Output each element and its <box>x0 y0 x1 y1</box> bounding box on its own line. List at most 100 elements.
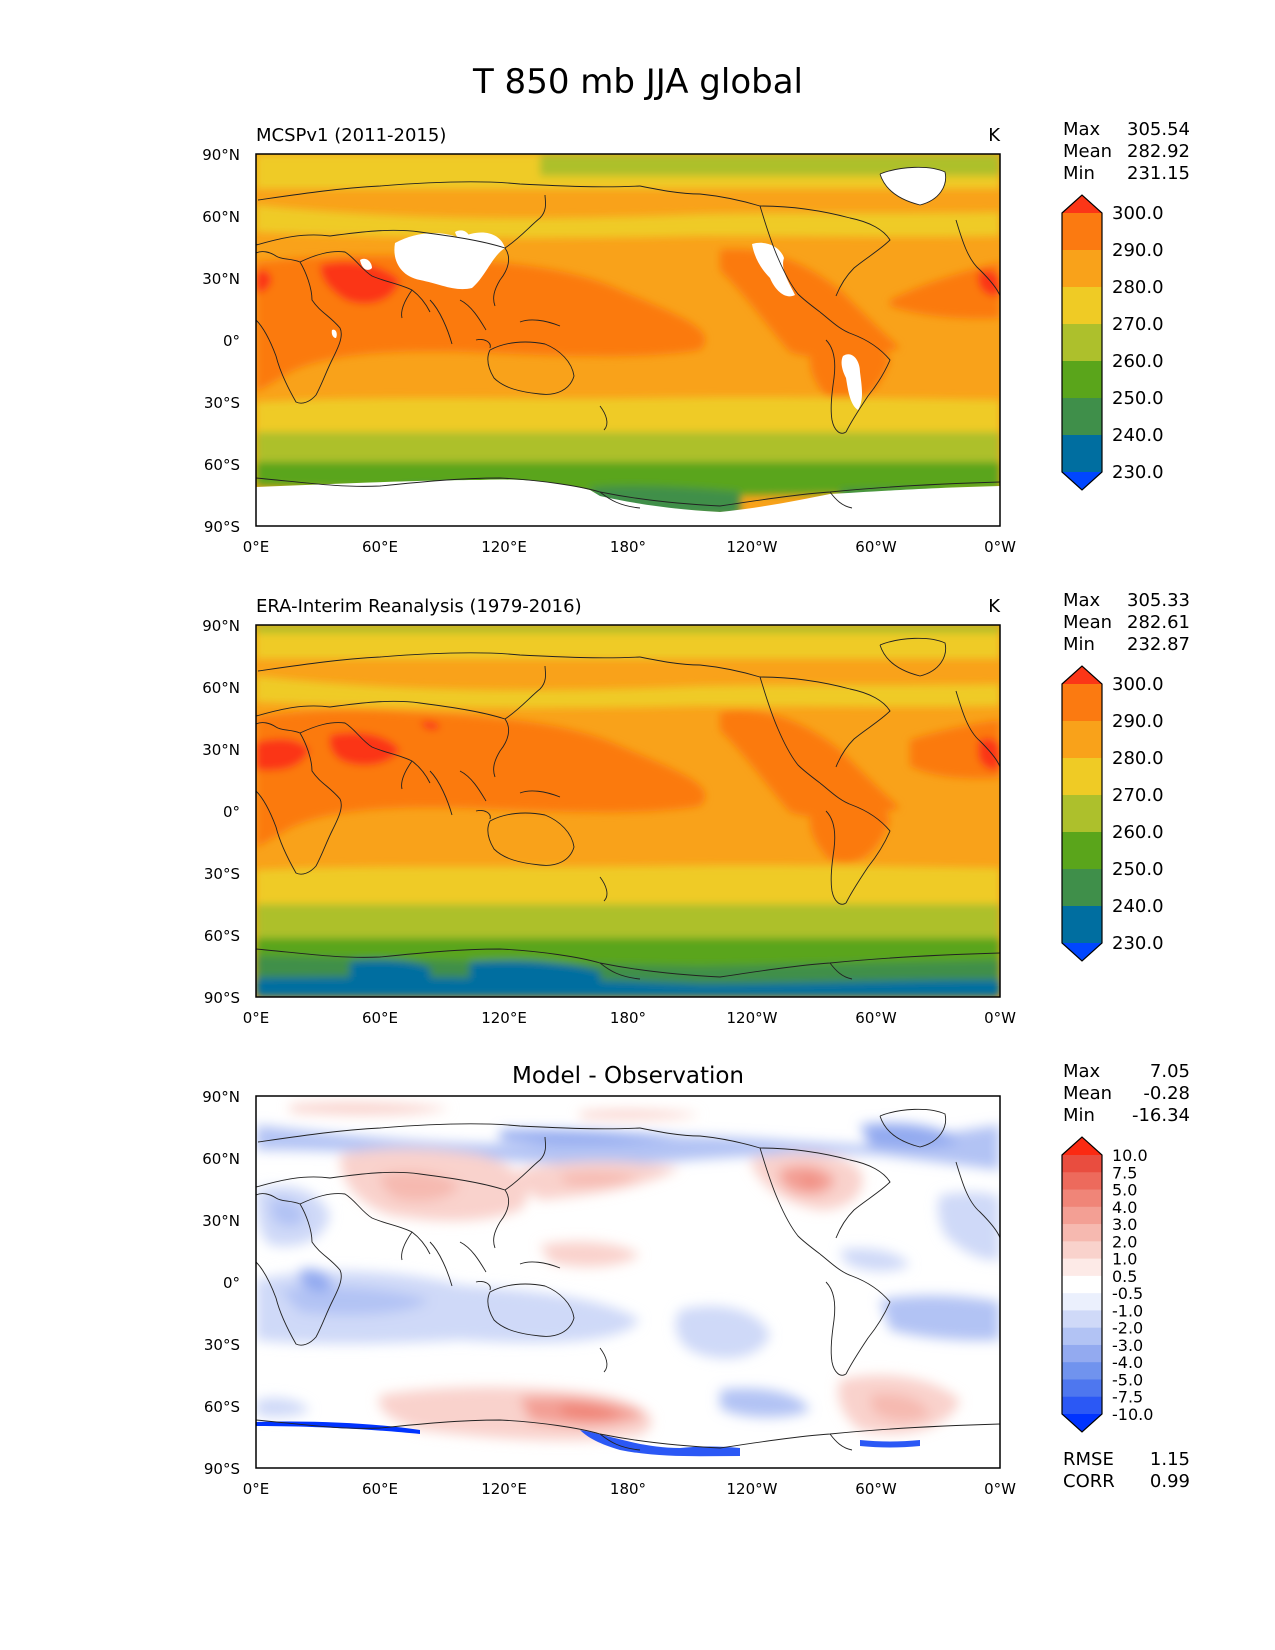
colorbar-extend-max <box>1062 1137 1102 1155</box>
colorbar-extend-min <box>1062 943 1102 961</box>
x-tick-label: 120°E <box>481 538 527 556</box>
x-tick-label: 60°E <box>362 1009 398 1027</box>
colorbar-segment <box>1062 1327 1102 1346</box>
colorbar-segment <box>1062 684 1102 722</box>
missing-data-model <box>256 167 1000 526</box>
y-tick-label: 60°S <box>204 1398 240 1416</box>
colorbar-tick-label: 290.0 <box>1112 711 1164 732</box>
colorbar-tick-label: 0.5 <box>1112 1267 1137 1286</box>
colorbar-tick-label: 300.0 <box>1112 203 1164 224</box>
x-tick-label: 180° <box>610 538 646 556</box>
colorbar-tick-label: 10.0 <box>1112 1146 1148 1165</box>
panel-title-difference: Model - Observation <box>512 1063 744 1089</box>
x-tick-label: 60°E <box>362 538 398 556</box>
y-tick-label: 30°S <box>204 1336 240 1354</box>
map-frame-model <box>255 153 1001 527</box>
x-tick-label: 0°E <box>243 1009 270 1027</box>
y-tick-label: 90°N <box>202 146 240 164</box>
map-model <box>256 154 1000 526</box>
temperature-field-observation <box>256 625 1000 997</box>
map-frame-difference <box>255 1095 1001 1469</box>
stat-value: 1.15 <box>1150 1449 1190 1470</box>
difference-field <box>256 1102 1000 1441</box>
stat-value: -16.34 <box>1132 1105 1190 1126</box>
colorbar-segment <box>1062 287 1102 325</box>
colorbar-segment <box>1062 1362 1102 1380</box>
stat-value: 282.92 <box>1127 141 1190 162</box>
x-tick-label: 60°W <box>855 1009 897 1027</box>
colorbar-tick-label: 280.0 <box>1112 748 1164 769</box>
colorbar-segment <box>1062 1241 1102 1260</box>
colorbar-tick-label: 1.0 <box>1112 1250 1137 1269</box>
stat-label: Min <box>1063 163 1095 184</box>
y-tick-label: 30°N <box>202 1212 240 1230</box>
panel-units-observation: K <box>988 596 1001 617</box>
x-tick-label: 120°W <box>727 538 778 556</box>
stat-label: Mean <box>1063 612 1112 633</box>
panel-title-model: MCSPv1 (2011-2015) <box>256 125 446 146</box>
y-tick-label: 30°S <box>204 394 240 412</box>
colorbar-segment <box>1062 832 1102 870</box>
x-tick-label: 120°W <box>727 1480 778 1498</box>
stats-difference: Max 7.05 Mean -0.28 Min -16.34 RMSE 1.15… <box>1063 1061 1190 1492</box>
colorbar-tick-label: 230.0 <box>1112 933 1164 954</box>
colorbar-segment <box>1062 1189 1102 1208</box>
x-tick-label: 60°W <box>855 1480 897 1498</box>
panel-units-model: K <box>988 125 1001 146</box>
colorbar-extend-max <box>1062 666 1102 684</box>
colorbar-tick-label: -3.0 <box>1112 1336 1143 1355</box>
stat-value: 231.15 <box>1127 163 1190 184</box>
colorbar-tick-label: 240.0 <box>1112 425 1164 446</box>
axis-model: 90°N 60°N 30°N 0° 30°S 60°S 90°S 0°E 60°… <box>202 146 1016 556</box>
stats-model: Max 305.54 Mean 282.92 Min 231.15 <box>1063 119 1190 184</box>
stat-label: Max <box>1063 590 1101 611</box>
y-tick-label: 60°S <box>204 927 240 945</box>
stat-value: 232.87 <box>1127 634 1190 655</box>
axis-difference: 90°N 60°N 30°N 0° 30°S 60°S 90°S 0°E 60°… <box>202 1088 1016 1498</box>
x-tick-label: 0°E <box>243 538 270 556</box>
colorbar-tick-label: 230.0 <box>1112 462 1164 483</box>
colorbar-segment <box>1062 721 1102 759</box>
colorbar-segment <box>1062 1379 1102 1398</box>
colorbar-segment <box>1062 435 1102 473</box>
y-tick-label: 0° <box>223 332 240 350</box>
colorbar-segment <box>1062 250 1102 288</box>
colorbar-segment <box>1062 1344 1102 1363</box>
stat-value: 305.54 <box>1127 119 1190 140</box>
colorbar-segment <box>1062 1206 1102 1225</box>
colorbar-tick-label: -5.0 <box>1112 1370 1143 1389</box>
panel-difference: Model - Observation <box>202 1061 1190 1498</box>
colorbar-segment <box>1062 1275 1102 1294</box>
colorbar-extend-min <box>1062 1414 1102 1432</box>
colorbar-tick-label: 280.0 <box>1112 277 1164 298</box>
y-tick-label: 30°N <box>202 270 240 288</box>
y-tick-label: 90°S <box>204 1460 240 1478</box>
colorbar-tick-label: -1.0 <box>1112 1301 1143 1320</box>
x-tick-label: 120°E <box>481 1480 527 1498</box>
colorbar-model: 300.0 290.0 280.0 270.0 260.0 250.0 240.0 230.0 <box>1061 194 1164 491</box>
y-tick-label: 30°N <box>202 741 240 759</box>
colorbar-outline <box>1061 1136 1103 1433</box>
figure-title: T 850 mb JJA global <box>472 62 803 102</box>
colorbar-tick-label: 300.0 <box>1112 674 1164 695</box>
colorbar-observation: 300.0 290.0 280.0 270.0 260.0 250.0 240.0 230.0 <box>1061 665 1164 962</box>
colorbar-tick-label: 290.0 <box>1112 240 1164 261</box>
colorbar-segment <box>1062 213 1102 251</box>
stat-value: 282.61 <box>1127 612 1190 633</box>
colorbar-outline <box>1061 665 1103 962</box>
stat-label: Mean <box>1063 141 1112 162</box>
stats-observation: Max 305.33 Mean 282.61 Min 232.87 <box>1063 590 1190 655</box>
colorbar-tick-label: 260.0 <box>1112 822 1164 843</box>
colorbar-difference: 10.07.55.04.03.02.01.00.5-0.5-1.0-2.0-3.… <box>1061 1136 1153 1433</box>
y-tick-label: 0° <box>223 1274 240 1292</box>
colorbar-segment <box>1062 795 1102 833</box>
colorbar-tick-label: 5.0 <box>1112 1181 1137 1200</box>
stat-label: RMSE <box>1063 1449 1114 1470</box>
colorbar-tick-label: 7.5 <box>1112 1163 1137 1182</box>
y-tick-label: 60°N <box>202 679 240 697</box>
panel-observation: ERA-Interim Reanalysis (1979-2016) K <box>202 590 1190 1027</box>
x-tick-label: 120°E <box>481 1009 527 1027</box>
x-tick-label: 180° <box>610 1009 646 1027</box>
x-tick-label: 180° <box>610 1480 646 1498</box>
y-tick-label: 0° <box>223 803 240 821</box>
